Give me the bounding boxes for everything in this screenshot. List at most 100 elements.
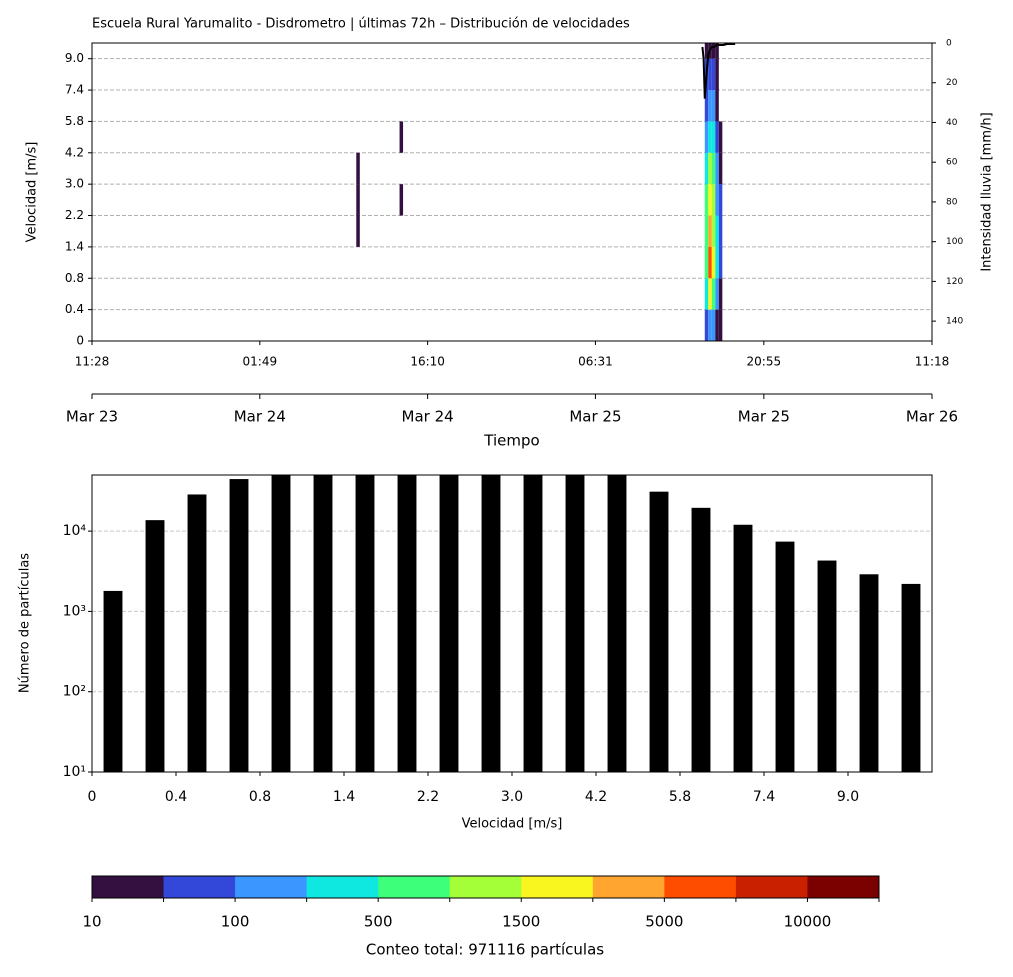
colorbar-cell — [449, 876, 522, 898]
x-tick-label: 7.4 — [753, 789, 775, 805]
heatmap-cell — [704, 43, 709, 59]
y-axis-label: Velocidad [m/s] — [25, 142, 40, 243]
bar — [649, 491, 669, 772]
colorbar-cell — [735, 876, 808, 898]
heatmap-cell — [708, 58, 712, 91]
heatmap-cell — [708, 278, 712, 310]
y-tick-label: 1.4 — [65, 239, 84, 253]
heatmap-cell — [704, 184, 709, 216]
y-axis-label: Número de partículas — [18, 553, 33, 693]
heatmap-cell — [715, 121, 719, 153]
y2-tick-label: 120 — [946, 277, 963, 287]
rain-line — [701, 43, 736, 99]
heatmap-cell — [715, 278, 719, 310]
colorbar-cell — [92, 876, 165, 898]
heatmap-cell — [708, 309, 712, 341]
heatmap-cell — [718, 152, 723, 185]
bar — [775, 541, 795, 772]
y-tick-label: 10¹ — [63, 764, 86, 780]
heatmap-cell — [399, 184, 404, 216]
x2-tick-label: Mar 23 — [66, 408, 118, 426]
heatmap-cell — [704, 152, 709, 185]
chart-title: Escuela Rural Yarumalito - Disdrometro |… — [92, 17, 630, 32]
y-tick-label: 3.0 — [65, 177, 84, 191]
colorbar-label: Conteo total: 971116 partículas — [366, 941, 604, 959]
bar — [355, 475, 375, 772]
bar — [271, 475, 291, 772]
bar — [691, 507, 711, 772]
x-tick-label: 20:55 — [747, 355, 782, 369]
colorbar-tick-label: 10000 — [784, 913, 832, 931]
bar — [901, 583, 921, 772]
heatmap-cell — [704, 215, 709, 247]
bar — [859, 574, 879, 772]
heatmap-cell — [704, 309, 709, 341]
bar — [523, 475, 543, 772]
heatmap-cell — [711, 90, 716, 122]
x-tick-label: 0 — [88, 789, 97, 805]
bar — [565, 475, 585, 772]
x2-tick-label: Mar 24 — [234, 408, 286, 426]
colorbar-cell — [592, 876, 665, 898]
heatmap-cell — [708, 121, 712, 153]
y2-tick-label: 40 — [946, 118, 958, 128]
heatmap-cell — [704, 121, 709, 153]
y-tick-label: 5.8 — [65, 114, 84, 128]
colorbar-tick-label: 5000 — [645, 913, 683, 931]
heatmap-cell — [711, 184, 716, 216]
colorbar-cell — [163, 876, 236, 898]
y-tick-label: 10³ — [63, 603, 86, 619]
heatmap-cell — [718, 309, 723, 341]
x-tick-label: 0.8 — [249, 789, 271, 805]
heatmap-cell — [711, 121, 716, 153]
colorbar-cell — [378, 876, 451, 898]
bars — [103, 475, 921, 772]
heatmap-cell — [711, 215, 716, 247]
y2-tick-label: 140 — [946, 317, 963, 327]
x-tick-label: 9.0 — [837, 789, 859, 805]
bar — [313, 475, 333, 772]
x-tick-label: 4.2 — [585, 789, 607, 805]
heatmap-cell — [711, 152, 716, 185]
y-tick-label: 4.2 — [65, 145, 84, 159]
heatmap-cell — [718, 278, 723, 310]
y-tick-label: 7.4 — [65, 83, 84, 97]
heatmap-cell — [718, 246, 723, 279]
heatmap-cell — [356, 184, 360, 216]
x2-tick-label: Mar 24 — [402, 408, 454, 426]
heatmap-cell — [715, 58, 719, 91]
colorbar-tick-label: 10 — [82, 913, 101, 931]
y-tick-label: 2.2 — [65, 208, 84, 222]
bar — [439, 475, 459, 772]
heatmap-cell — [708, 246, 712, 279]
heatmap-cell — [715, 184, 719, 216]
heatmap-cell — [704, 246, 709, 279]
y-tick-label: 9.0 — [65, 51, 84, 65]
heatmap-cell — [711, 278, 716, 310]
x-axis-label: Velocidad [m/s] — [462, 817, 563, 832]
heatmap-cell — [704, 90, 709, 122]
x-tick-label: 11:28 — [75, 355, 110, 369]
x-tick-label: 0.4 — [165, 789, 187, 805]
x2-tick-label: Mar 25 — [569, 408, 621, 426]
y-tick-label: 10⁴ — [63, 523, 87, 539]
heatmap-cell — [711, 246, 716, 279]
x2-tick-label: Mar 25 — [738, 408, 790, 426]
y-tick-label: 0.4 — [65, 302, 84, 316]
colorbar-frame — [91, 875, 880, 899]
heatmap-cell — [715, 246, 719, 279]
x-tick-label: 16:10 — [410, 355, 445, 369]
heatmap-cell — [715, 215, 719, 247]
heatmap-cell — [711, 43, 716, 59]
colorbar-tick-label: 100 — [221, 913, 250, 931]
x2-tick-label: Mar 26 — [906, 408, 958, 426]
x-tick-label: 3.0 — [501, 789, 523, 805]
colorbar-cell — [807, 876, 880, 898]
heatmap-cell — [356, 215, 360, 247]
heatmap-cell — [708, 184, 712, 216]
bar — [817, 560, 837, 772]
heatmap-cell — [715, 309, 719, 341]
colorbar-cell — [235, 876, 308, 898]
x-tick-label: 11:18 — [915, 355, 950, 369]
